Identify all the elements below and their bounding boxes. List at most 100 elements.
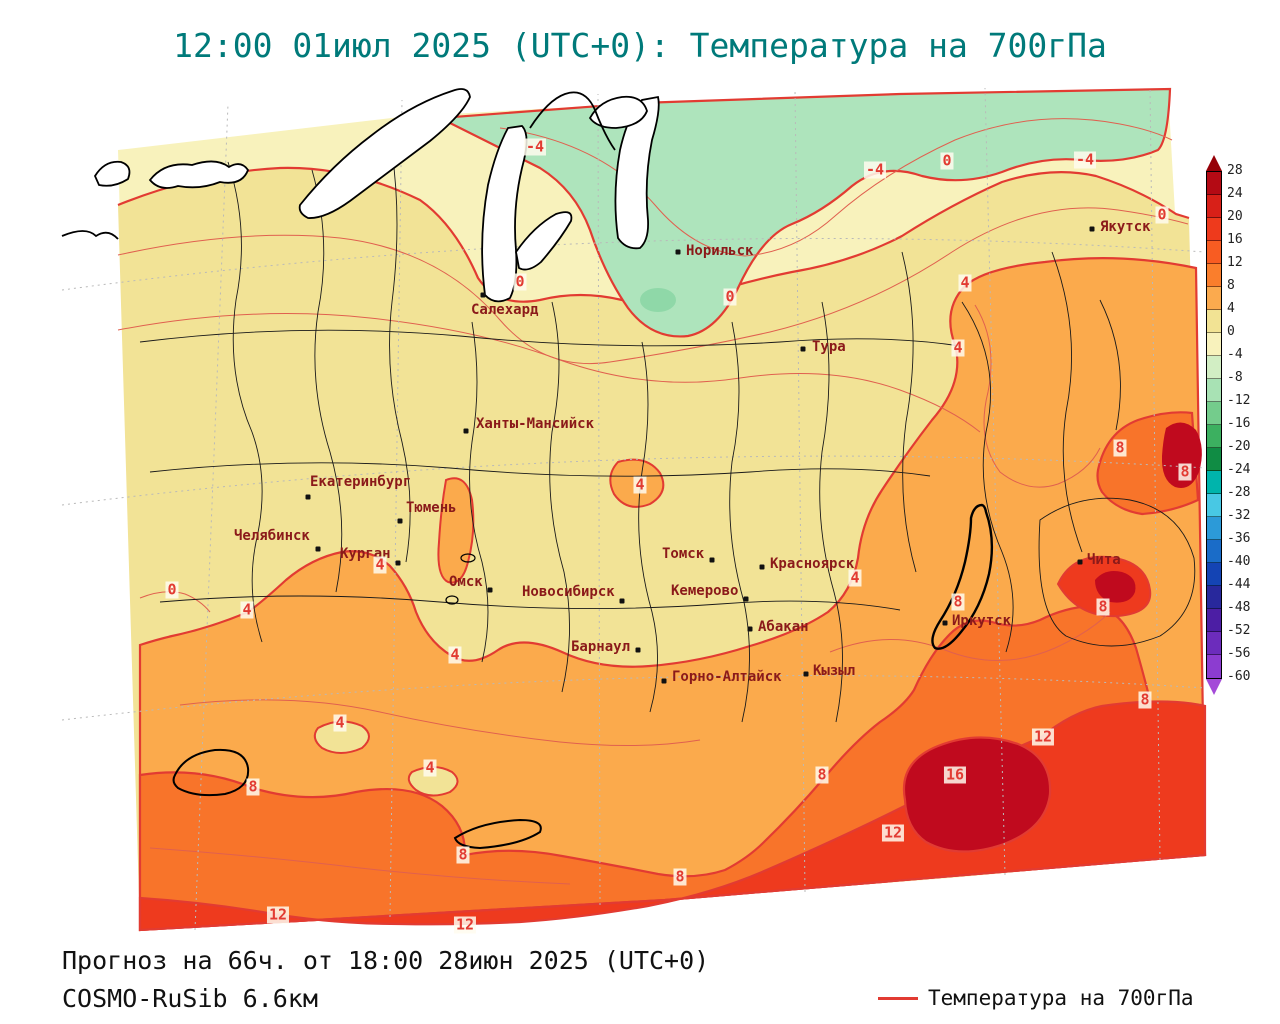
thin-contour xyxy=(179,699,701,747)
colorbar-segment xyxy=(1207,333,1221,356)
colorbar-segment xyxy=(1207,379,1221,402)
map-fill-layers xyxy=(117,87,1207,932)
colorbar-arrow-top xyxy=(1206,155,1222,171)
colorbar-segment xyxy=(1207,494,1221,517)
thin-contour xyxy=(117,207,1189,365)
graticule-line xyxy=(794,89,806,893)
band-12-16 xyxy=(138,700,1207,932)
admin-boundary xyxy=(819,301,843,723)
admin-boundary xyxy=(311,169,343,593)
colorbar-segment xyxy=(1207,471,1221,494)
colorbar-tick: 0 xyxy=(1227,324,1235,339)
band-0-4-island-1 xyxy=(313,720,370,754)
colorbar-arrow-bottom xyxy=(1206,679,1222,695)
colorbar-segment xyxy=(1207,241,1221,264)
colorbar-segment xyxy=(1207,517,1221,540)
colorbar-tick: 24 xyxy=(1227,186,1243,201)
colorbar-tick: -36 xyxy=(1227,531,1251,546)
colorbar-tick: -4 xyxy=(1227,347,1243,362)
colorbar-segments xyxy=(1206,171,1222,679)
page-title: 12:00 01июл 2025 (UTC+0): Температура на… xyxy=(173,26,1107,65)
admin-boundary xyxy=(1051,251,1083,553)
band-16-spot-east xyxy=(1161,422,1202,488)
lake-baikal xyxy=(931,503,994,650)
band-16-plus xyxy=(902,736,1052,853)
colorbar-tick: 20 xyxy=(1227,209,1243,224)
lakes xyxy=(172,503,994,850)
coast-peninsula-gydan xyxy=(529,91,616,151)
colorbar-tick: -8 xyxy=(1227,370,1243,385)
admin-boundary xyxy=(1038,497,1196,647)
colorbar-tick: -32 xyxy=(1227,508,1251,523)
colorbar-tick: 16 xyxy=(1227,232,1243,247)
colorbar-segment xyxy=(1207,264,1221,287)
gulf-taz xyxy=(515,211,573,271)
colorbar-segment xyxy=(1207,172,1221,195)
island-west-2 xyxy=(93,160,131,187)
colorbar-segment xyxy=(1207,310,1221,333)
colorbar-tick: -28 xyxy=(1227,485,1251,500)
band-4-patch-center xyxy=(609,458,665,508)
admin-boundary xyxy=(159,595,901,611)
admin-boundary xyxy=(139,329,961,347)
colorbar-segment xyxy=(1207,540,1221,563)
model-info: COSMO-RuSib 6.6км xyxy=(62,984,318,1013)
band-below-m8-patch xyxy=(640,288,676,312)
colorbar-tick: 8 xyxy=(1227,278,1235,293)
colorbar-segment xyxy=(1207,287,1221,310)
graticule-line xyxy=(61,455,1206,506)
graticule-line xyxy=(61,675,1206,721)
colorbar-tick: -16 xyxy=(1227,416,1251,431)
colorbar-segment xyxy=(1207,218,1221,241)
colorbar-segment xyxy=(1207,609,1221,632)
legend: Температура на 700гПа xyxy=(878,984,1198,1014)
thin-contour xyxy=(117,313,981,433)
gulf-yenisei xyxy=(614,95,660,250)
lake-small-2 xyxy=(445,595,459,605)
island-arctic xyxy=(588,95,648,129)
admin-boundary xyxy=(549,301,570,693)
legend-line-sample xyxy=(878,997,918,1000)
colorbar-segment xyxy=(1207,195,1221,218)
admin-boundary xyxy=(227,161,263,643)
admin-boundary xyxy=(638,341,658,713)
gulf-ob xyxy=(481,125,528,303)
colorbar-tick: -40 xyxy=(1227,554,1251,569)
colorbar-tick: -12 xyxy=(1227,393,1251,408)
colorbar-tick: -24 xyxy=(1227,462,1251,477)
thin-contour xyxy=(149,847,571,885)
admin-boundary xyxy=(961,301,1014,653)
coast-kola xyxy=(61,230,119,240)
colorbar-segment xyxy=(1207,632,1221,655)
island-novaya-zemlya xyxy=(298,88,471,219)
colorbar-tick: -60 xyxy=(1227,669,1251,684)
admin-boundary xyxy=(901,251,917,573)
colorbar-tick: -20 xyxy=(1227,439,1251,454)
colorbar-tick: 28 xyxy=(1227,163,1243,178)
thin-contour xyxy=(829,611,1111,661)
colorbar-segment xyxy=(1207,655,1221,678)
admin-boundaries xyxy=(139,151,1196,723)
admin-boundary xyxy=(469,321,489,663)
colorbar-segment xyxy=(1207,402,1221,425)
colorbar-segment xyxy=(1207,586,1221,609)
lake-small-1 xyxy=(460,553,476,563)
band-0-4-island-2 xyxy=(407,766,459,797)
admin-boundary xyxy=(729,321,750,723)
graticule-line xyxy=(389,99,403,918)
colorbar-tick: -52 xyxy=(1227,623,1251,638)
colorbar-tick: -48 xyxy=(1227,600,1251,615)
colorbar-tick: -56 xyxy=(1227,646,1251,661)
lake-southwest xyxy=(172,748,250,797)
thin-contour xyxy=(974,304,1101,488)
admin-boundary xyxy=(389,151,411,563)
colorbar-segment xyxy=(1207,425,1221,448)
island-west-1 xyxy=(148,160,250,189)
colorbar-tick: 12 xyxy=(1227,255,1243,270)
band-16-patch-chita xyxy=(1095,571,1136,603)
graticule-line xyxy=(1149,87,1161,861)
forecast-info: Прогноз на 66ч. от 18:00 28июн 2025 (UTC… xyxy=(62,946,710,975)
colorbar-segment xyxy=(1207,563,1221,586)
